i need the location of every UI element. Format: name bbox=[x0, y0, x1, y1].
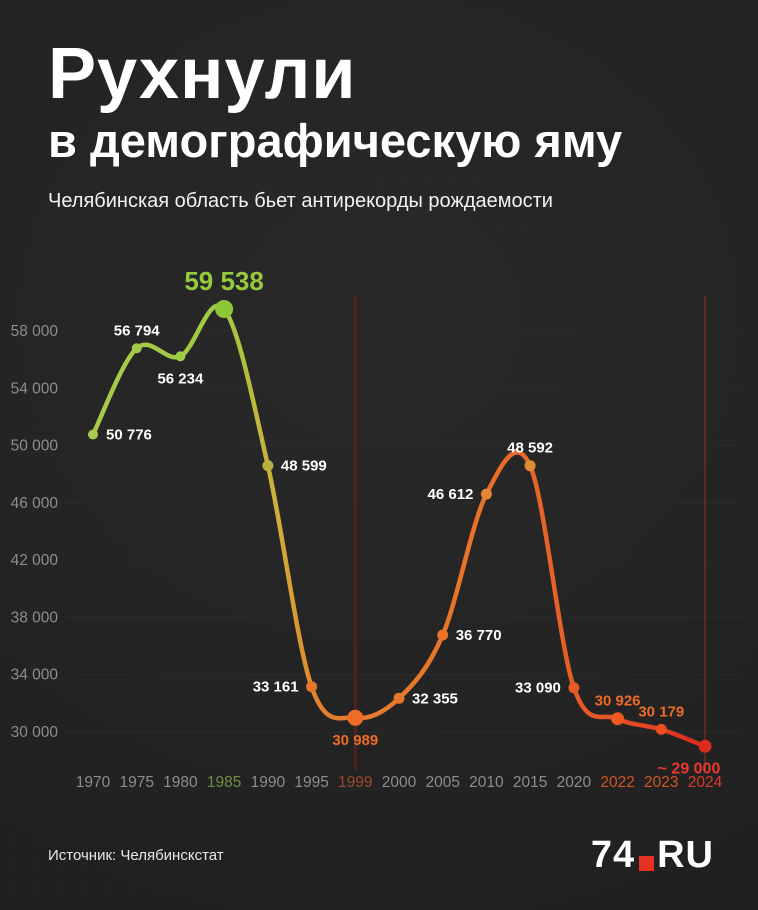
y-tick-label: 58 000 bbox=[11, 323, 59, 340]
y-tick-label: 42 000 bbox=[11, 552, 59, 569]
y-tick-label: 46 000 bbox=[11, 495, 59, 512]
page-title-line-2: в демографическую яму bbox=[48, 114, 623, 168]
data-point bbox=[437, 629, 449, 641]
data-point bbox=[262, 460, 274, 472]
x-tick-label: 2022 bbox=[600, 774, 634, 791]
chart-area: 58 000 54 000 50 000 46 000 42 000 38 000 34 0… bbox=[0, 266, 758, 810]
x-tick-label: 1985 bbox=[207, 774, 241, 791]
brand-text-ru: RU bbox=[657, 834, 714, 876]
data-point-label: 33 161 bbox=[253, 679, 299, 696]
x-tick-label: 2010 bbox=[469, 774, 504, 791]
y-tick-label: 54 000 bbox=[11, 380, 59, 397]
x-tick-label: 1999 bbox=[338, 774, 372, 791]
data-point bbox=[524, 460, 536, 472]
brand-text-74: 74 bbox=[590, 834, 636, 876]
x-tick-label: 1995 bbox=[294, 774, 328, 791]
data-point-label: 36 770 bbox=[456, 627, 502, 644]
data-point-label: 30 179 bbox=[638, 703, 684, 720]
data-point bbox=[347, 709, 364, 726]
data-point bbox=[131, 343, 142, 354]
y-tick-label: 38 000 bbox=[11, 609, 59, 626]
data-point-label: 56 794 bbox=[114, 322, 161, 339]
data-point bbox=[480, 488, 492, 500]
x-tick-label: 2005 bbox=[425, 774, 459, 791]
x-tick-label: 1990 bbox=[251, 774, 286, 791]
data-point bbox=[611, 712, 625, 726]
data-point bbox=[655, 723, 667, 735]
brand-logo-74ru: 74 RU bbox=[591, 836, 714, 874]
data-point bbox=[568, 682, 580, 694]
y-tick-label: 50 000 bbox=[11, 438, 59, 455]
y-tick-label: 34 000 bbox=[11, 667, 59, 684]
data-point-label: 30 989 bbox=[332, 732, 378, 749]
y-tick-label: 30 000 bbox=[11, 724, 59, 741]
data-point bbox=[393, 692, 405, 704]
brand-red-square-icon bbox=[639, 856, 655, 871]
x-tick-label: 1970 bbox=[76, 774, 111, 791]
data-point bbox=[306, 681, 318, 693]
data-point-label: 48 599 bbox=[281, 458, 327, 475]
birth-rate-line-chart: 58 000 54 000 50 000 46 000 42 000 38 000 34 0… bbox=[11, 266, 742, 791]
footer: Источник: Челябинскстат 74 RU bbox=[48, 826, 714, 884]
data-point-label: 56 234 bbox=[157, 370, 204, 387]
x-tick-label: 2020 bbox=[557, 774, 592, 791]
data-point-label: ~ 29 000 bbox=[658, 760, 721, 777]
data-point bbox=[698, 739, 712, 753]
source-label: Источник: Челябинскстат bbox=[48, 846, 224, 864]
data-point-label: 50 776 bbox=[106, 427, 152, 444]
data-point bbox=[175, 351, 186, 362]
x-tick-label: 2024 bbox=[688, 774, 723, 791]
x-tick-label: 1980 bbox=[163, 774, 198, 791]
x-tick-label: 2000 bbox=[382, 774, 417, 791]
data-point bbox=[215, 300, 234, 318]
data-point-label: 59 538 bbox=[184, 270, 264, 296]
x-tick-label: 2015 bbox=[513, 774, 547, 791]
data-point bbox=[88, 429, 98, 440]
page-title-line-1: Рухнули bbox=[48, 34, 357, 114]
data-point-label: 33 090 bbox=[515, 680, 561, 697]
data-point-label: 46 612 bbox=[428, 486, 474, 503]
data-point-label: 48 592 bbox=[507, 440, 553, 457]
header: Рухнули в демографическую яму Челябинска… bbox=[48, 34, 728, 213]
data-point-label: 32 355 bbox=[412, 690, 458, 707]
data-point-label: 30 926 bbox=[595, 693, 641, 710]
page-subtitle: Челябинская область бьет антирекорды рож… bbox=[48, 190, 553, 213]
x-tick-label: 2023 bbox=[644, 774, 678, 791]
x-tick-label: 1975 bbox=[119, 774, 153, 791]
